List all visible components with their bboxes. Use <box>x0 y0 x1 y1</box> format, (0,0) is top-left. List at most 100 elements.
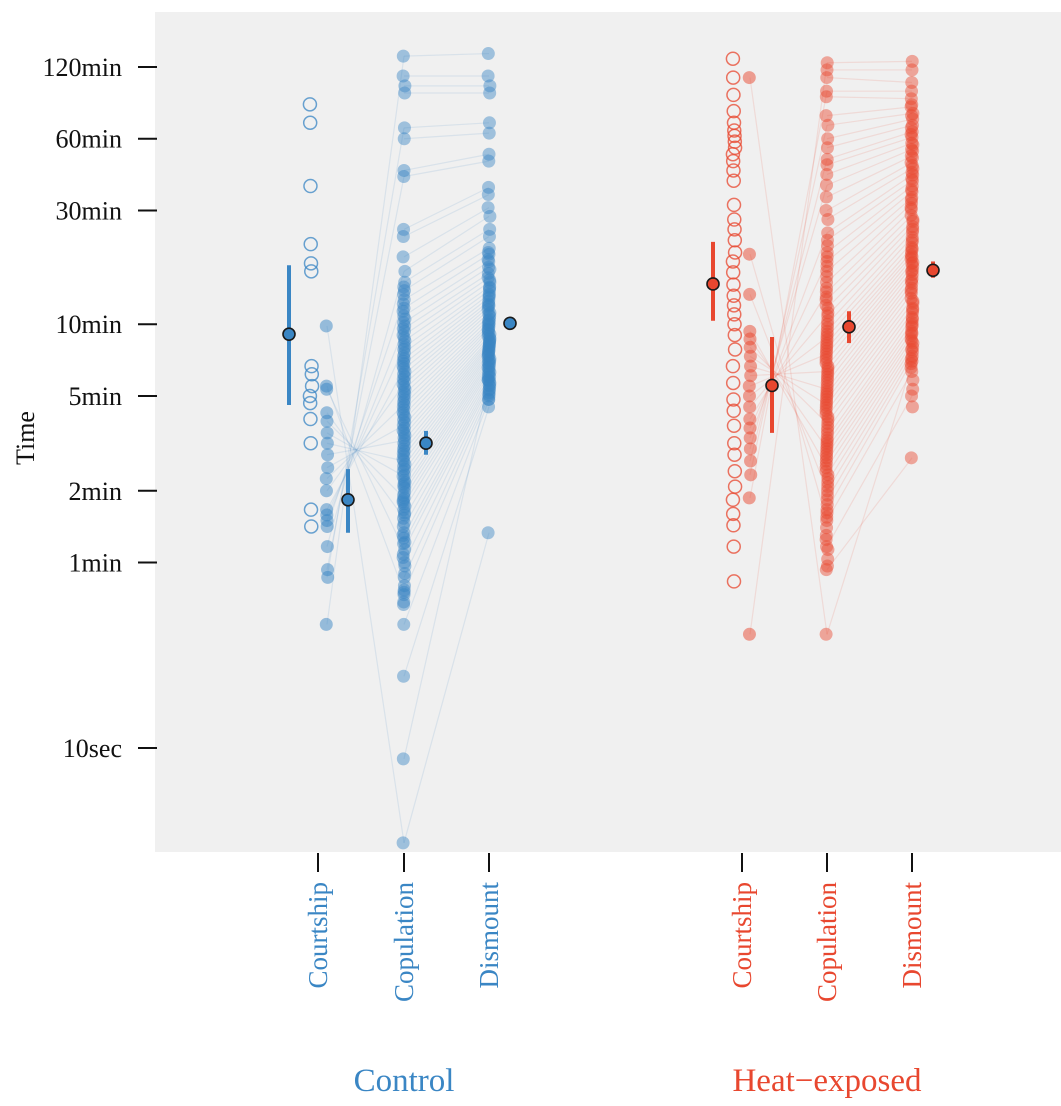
pair-line <box>403 309 490 385</box>
copulation-point <box>820 390 834 404</box>
copulation-point <box>821 306 835 320</box>
courtship-point-filled <box>319 617 333 631</box>
copulation-point <box>820 321 834 335</box>
pair-line <box>826 312 913 431</box>
dismount-point <box>482 154 496 168</box>
y-tick-label: 2min <box>69 477 122 506</box>
pair-line <box>826 236 913 332</box>
dismount-point <box>483 209 497 223</box>
courtship-point-hollow <box>302 97 318 112</box>
courtship-point-filled <box>743 421 757 435</box>
copulation-point <box>820 245 834 259</box>
dismount-point <box>904 284 918 298</box>
y-tick-label: 10min <box>56 310 122 339</box>
dismount-point <box>906 220 920 234</box>
courtship-point-hollow <box>303 502 319 517</box>
dismount-point <box>481 266 495 280</box>
dismount-point <box>906 112 920 126</box>
copulation-point <box>821 468 835 482</box>
dismount-point <box>905 125 919 139</box>
pair-line <box>403 392 490 578</box>
dismount-point <box>483 273 497 287</box>
dismount-point <box>482 367 496 381</box>
pair-line <box>826 231 913 325</box>
pair-line <box>403 379 490 760</box>
courtship-point-filled <box>321 461 335 475</box>
copulation-point <box>397 293 411 307</box>
copulation-point <box>396 328 410 342</box>
x-tick-label: Copulation <box>812 882 842 1002</box>
dismount-point <box>481 373 495 387</box>
pair-line <box>826 162 913 212</box>
pair-line <box>403 389 490 563</box>
copulation-point <box>397 583 411 597</box>
pair-line <box>403 360 490 489</box>
dismount-point <box>904 352 918 366</box>
copulation-point <box>820 451 834 465</box>
plot-background <box>155 12 1061 852</box>
copulation-point <box>397 488 411 502</box>
copulation-point <box>397 169 411 183</box>
copulation-point <box>397 284 411 298</box>
dismount-point <box>482 383 496 397</box>
copulation-point <box>820 514 834 528</box>
copulation-point <box>820 442 834 456</box>
copulation-point <box>821 301 835 315</box>
dismount-point <box>482 364 496 378</box>
dismount-point <box>906 336 920 350</box>
copulation-point <box>397 588 411 602</box>
copulation-point <box>397 408 411 422</box>
pair-line <box>403 315 490 395</box>
copulation-point <box>397 537 411 551</box>
courtship-point-filled <box>743 442 757 456</box>
summary-mean <box>282 327 296 341</box>
copulation-point <box>396 493 410 507</box>
courtship-point-filled <box>319 484 333 498</box>
dismount-point <box>905 250 919 264</box>
dismount-point <box>481 347 495 361</box>
dismount-point <box>482 382 496 396</box>
pair-line <box>403 342 490 447</box>
copulation-point <box>820 436 834 450</box>
pair-line <box>826 346 913 483</box>
courtship-point-hollow <box>726 173 741 188</box>
summary-mean <box>765 378 779 393</box>
pair-line <box>826 136 913 166</box>
courtship-point-hollow <box>726 298 742 313</box>
courtship-point-filled <box>742 389 756 403</box>
copulation-point <box>396 752 410 766</box>
dismount-point <box>481 370 495 384</box>
dismount-point <box>906 106 920 120</box>
x-tick-label: Courtship <box>727 882 757 989</box>
copulation-point <box>398 364 412 378</box>
dismount-point <box>905 320 919 334</box>
dismount-point <box>905 256 919 270</box>
courtship-point-filled <box>743 349 757 363</box>
pair-line <box>403 346 490 457</box>
courtship-point-hollow <box>725 153 741 169</box>
copulation-point <box>397 508 411 522</box>
copulation-point <box>398 410 412 424</box>
pair-line <box>326 299 405 527</box>
copulation-point <box>396 469 410 483</box>
courtship-point-hollow <box>727 245 743 260</box>
copulation-point <box>819 404 833 418</box>
dismount-point <box>482 359 496 373</box>
copulation-point <box>398 319 412 333</box>
dismount-point <box>905 400 919 414</box>
y-axis: 120min 60min 30min 10min 5min 2min 1min 10sec <box>43 53 157 763</box>
dismount-point <box>482 339 496 353</box>
pair-line <box>826 208 913 293</box>
courtship-point-hollow <box>726 539 741 554</box>
courtship-point-hollow <box>726 163 741 178</box>
copulation-point <box>819 401 833 415</box>
pair-line <box>826 202 913 283</box>
courtship-point-hollow <box>727 128 742 144</box>
courtship-point-filled <box>319 319 333 333</box>
courtship-point-hollow <box>303 435 318 451</box>
copulation-point <box>397 390 411 404</box>
dismount-point <box>482 378 496 392</box>
pair-line <box>326 424 405 469</box>
copulation-point <box>396 297 410 311</box>
